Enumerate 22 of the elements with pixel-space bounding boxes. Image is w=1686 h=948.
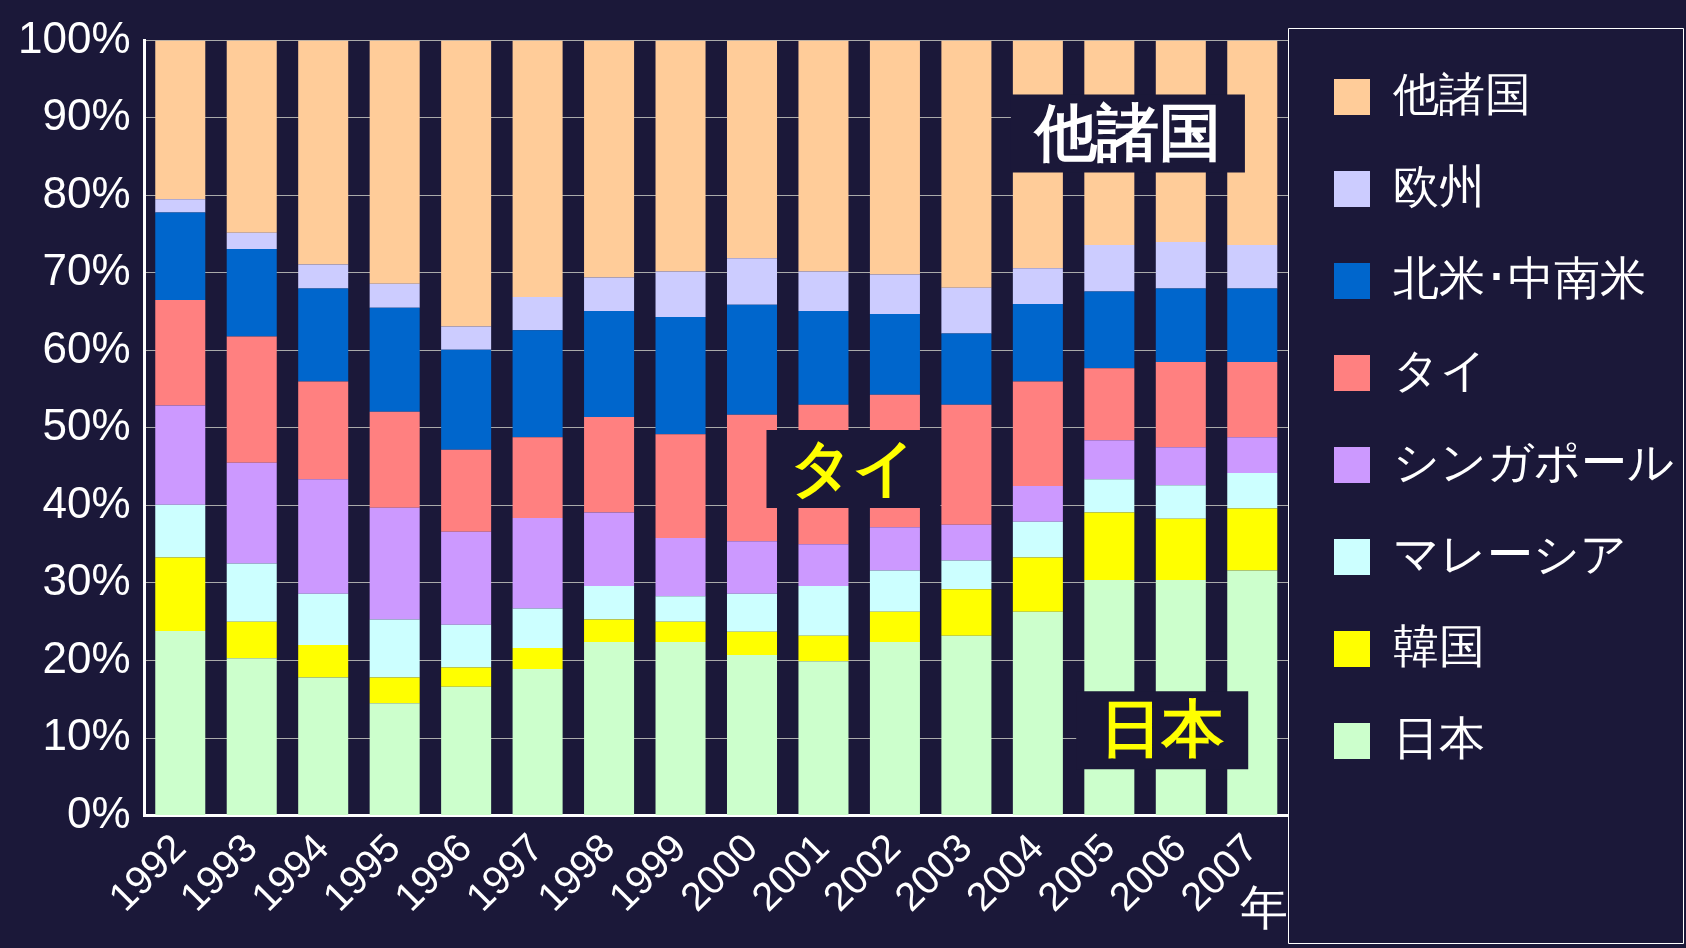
annotation: タイ <box>790 433 917 503</box>
y-tick-label: 60% <box>42 322 131 372</box>
legend-label: 韓国 <box>1393 619 1485 672</box>
legend-label: タイ <box>1393 343 1487 396</box>
y-tick-label: 90% <box>42 90 131 140</box>
legend-label: 欧州 <box>1393 159 1485 212</box>
legend-label: 他諸国 <box>1393 67 1531 120</box>
y-tick-label: 10% <box>42 710 131 760</box>
legend-label: マレーシア <box>1393 527 1627 580</box>
y-tick-label: 50% <box>42 400 131 450</box>
legend-label: 日本 <box>1393 711 1485 764</box>
annotation: 他諸国 <box>1032 97 1221 167</box>
y-tick-label: 0% <box>66 787 131 837</box>
legend-label: シンガポール <box>1393 435 1674 488</box>
y-tick-label: 40% <box>42 477 131 527</box>
y-tick-label: 80% <box>42 167 131 217</box>
y-tick-label: 20% <box>42 632 131 682</box>
annotation: 日本 <box>1100 694 1225 764</box>
y-tick-label: 30% <box>42 555 131 605</box>
y-tick-label: 100% <box>17 12 131 62</box>
y-tick-label: 70% <box>42 245 131 295</box>
legend-label: 北米･中南米 <box>1393 251 1646 304</box>
